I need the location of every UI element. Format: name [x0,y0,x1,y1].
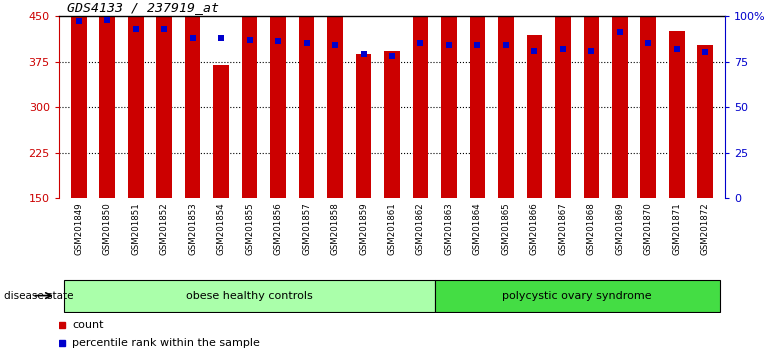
Point [642,40,655,46]
Text: GSM201849: GSM201849 [74,202,83,255]
Bar [527,35,543,198]
Point [101,17,114,22]
Point [557,46,569,52]
Text: GSM201861: GSM201861 [387,202,397,255]
Bar [555,5,571,198]
Text: GSM201852: GSM201852 [160,202,169,255]
Bar [327,6,343,198]
Bar [299,6,314,198]
Bar [612,0,628,198]
FancyBboxPatch shape [64,280,434,312]
Point [585,48,597,53]
Point [499,42,512,48]
Text: GSM201854: GSM201854 [216,202,226,255]
Text: GSM201864: GSM201864 [473,202,482,255]
Bar [213,64,229,198]
Point [699,50,712,55]
Text: GSM201851: GSM201851 [131,202,140,255]
Text: GSM201858: GSM201858 [331,202,339,255]
Bar [698,45,713,198]
Text: GSM201870: GSM201870 [644,202,653,255]
Point [670,46,683,52]
Bar [583,15,599,198]
Bar [156,0,172,198]
Point [614,29,626,35]
Text: GSM201862: GSM201862 [416,202,425,255]
Bar [669,31,684,198]
Point [358,51,370,57]
Text: GSM201863: GSM201863 [445,202,453,255]
Bar [498,13,514,198]
Point [272,39,285,44]
Bar [356,53,372,198]
Text: GSM201865: GSM201865 [502,202,510,255]
Text: GSM201855: GSM201855 [245,202,254,255]
Bar [71,0,86,198]
Bar [470,11,485,198]
Bar [641,12,656,198]
Text: percentile rank within the sample: percentile rank within the sample [72,338,260,348]
Point [471,42,484,48]
Text: GSM201867: GSM201867 [558,202,568,255]
Point [158,26,170,32]
Bar [270,11,286,198]
Bar [100,0,115,198]
Text: GSM201869: GSM201869 [615,202,624,255]
Point [414,40,426,46]
Point [300,40,313,46]
Text: GSM201866: GSM201866 [530,202,539,255]
Point [528,48,541,53]
Text: GSM201853: GSM201853 [188,202,197,255]
Point [187,35,199,41]
Text: count: count [72,320,103,330]
Point [215,35,227,41]
Bar [185,0,201,198]
Text: disease state: disease state [4,291,74,301]
Point [243,37,256,42]
Point [443,42,456,48]
Point [72,18,85,24]
Text: GSM201857: GSM201857 [302,202,311,255]
Bar [241,0,257,198]
Text: GDS4133 / 237919_at: GDS4133 / 237919_at [67,1,219,14]
FancyBboxPatch shape [434,280,720,312]
Text: GSM201856: GSM201856 [274,202,282,255]
Point [328,42,341,48]
Text: GSM201850: GSM201850 [103,202,111,255]
Text: polycystic ovary syndrome: polycystic ovary syndrome [503,291,652,301]
Point [386,53,398,59]
Text: GSM201871: GSM201871 [673,202,681,255]
Point [129,26,142,32]
Text: obese healthy controls: obese healthy controls [187,291,313,301]
Bar [128,2,143,198]
Bar [384,51,400,198]
Text: GSM201868: GSM201868 [587,202,596,255]
Bar [412,10,428,198]
Bar [441,13,457,198]
Text: GSM201859: GSM201859 [359,202,368,255]
Text: GSM201872: GSM201872 [701,202,710,255]
